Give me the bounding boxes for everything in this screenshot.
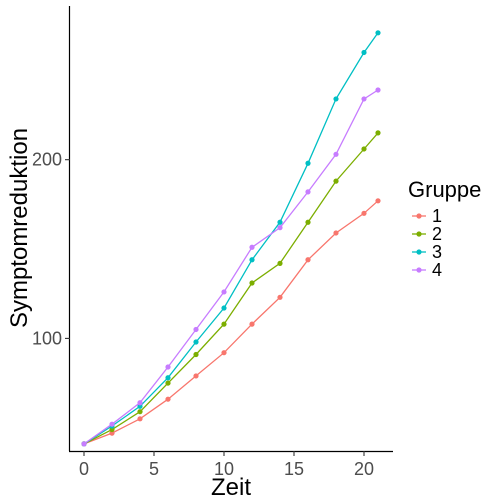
data-point	[81, 441, 87, 447]
data-point	[109, 421, 115, 427]
data-point	[221, 321, 227, 327]
data-point	[305, 257, 311, 263]
x-tick-label: 0	[79, 459, 89, 479]
data-point	[109, 426, 115, 433]
x-tick-label: 20	[354, 459, 374, 479]
data-point	[375, 87, 381, 93]
series-3	[81, 30, 381, 447]
data-point	[361, 146, 367, 152]
data-point	[277, 225, 283, 231]
y-tick-label: 100	[32, 328, 62, 348]
y-ticks: 100 200	[32, 150, 70, 348]
data-point	[193, 339, 199, 345]
data-point	[333, 96, 339, 102]
series-4	[81, 87, 381, 447]
data-point	[165, 364, 171, 370]
data-point	[375, 130, 381, 136]
x-tick-label: 10	[214, 459, 234, 479]
data-point	[249, 321, 255, 327]
data-point	[137, 416, 143, 422]
data-point	[249, 244, 255, 250]
x-tick-label: 5	[149, 459, 159, 479]
data-point	[361, 49, 367, 56]
y-tick-label: 200	[32, 150, 62, 170]
data-point	[109, 430, 115, 436]
data-point	[305, 189, 311, 195]
data-point	[333, 151, 339, 157]
data-point	[305, 160, 311, 166]
legend-label: 2	[432, 224, 442, 244]
data-point	[305, 219, 311, 225]
data-point	[277, 219, 283, 225]
data-point	[193, 373, 199, 379]
legend-label: 3	[432, 242, 442, 262]
series-2	[81, 130, 381, 447]
legend-key-point	[416, 231, 422, 237]
x-tick-label: 15	[284, 459, 304, 479]
legend-item-2: 2	[412, 224, 442, 244]
legend-key-point	[416, 213, 422, 219]
data-point	[193, 326, 199, 333]
data-point	[333, 178, 339, 184]
data-point	[165, 375, 171, 381]
series-1	[81, 198, 381, 447]
x-ticks: 0 5 10 15 20	[79, 451, 374, 479]
series-line	[83, 200, 379, 445]
legend-item-4: 4	[412, 260, 442, 280]
legend-label: 4	[432, 260, 442, 280]
data-point	[137, 400, 143, 406]
data-point	[249, 280, 255, 286]
data-point	[137, 403, 143, 409]
data-point	[361, 210, 367, 216]
data-point	[375, 30, 381, 36]
data-point	[221, 350, 227, 356]
series-line	[83, 132, 379, 445]
data-point	[361, 96, 367, 102]
series-layer	[81, 30, 381, 447]
data-point	[333, 230, 339, 236]
data-point	[165, 380, 171, 386]
data-point	[193, 351, 199, 358]
data-point	[277, 294, 283, 300]
legend-key-point	[416, 249, 422, 255]
legend-item-3: 3	[412, 242, 442, 262]
data-point	[375, 198, 381, 204]
x-axis-title: Zeit	[211, 474, 251, 501]
legend-item-1: 1	[412, 206, 442, 226]
series-line	[83, 32, 379, 445]
data-point	[249, 257, 255, 263]
data-point	[277, 260, 283, 266]
legend-title: Gruppe	[408, 177, 481, 202]
data-point	[221, 305, 227, 311]
y-axis-title: Symptomreduktion	[6, 128, 33, 328]
series-line	[83, 89, 379, 445]
legend-key-point	[416, 267, 422, 273]
data-point	[221, 289, 227, 295]
data-point	[165, 396, 171, 402]
legend-label: 1	[432, 206, 442, 226]
data-point	[137, 409, 143, 415]
